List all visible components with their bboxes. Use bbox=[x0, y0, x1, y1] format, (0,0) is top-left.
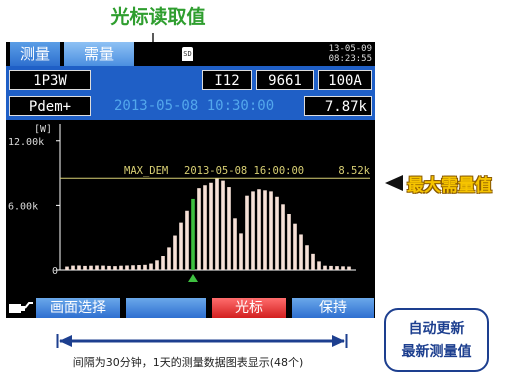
cursor-datetime: 2013-05-08 10:30:00 bbox=[114, 98, 275, 114]
clock-time: 08:23:55 bbox=[328, 54, 372, 64]
tab-measure[interactable]: 测量 bbox=[10, 42, 60, 66]
demand-bar bbox=[269, 191, 273, 270]
y-tick-label: 0 bbox=[52, 266, 58, 277]
demand-bar bbox=[335, 266, 339, 270]
demand-bar bbox=[227, 187, 231, 270]
max-demand-label: MAX_DEM bbox=[124, 165, 168, 177]
demand-bar bbox=[173, 235, 177, 270]
demand-bar bbox=[275, 196, 279, 270]
demand-bar bbox=[143, 264, 147, 270]
demand-bar bbox=[131, 265, 135, 270]
hold-softkey[interactable]: 保持 bbox=[292, 298, 374, 318]
demand-bar bbox=[311, 253, 315, 270]
demand-bar bbox=[179, 222, 183, 270]
cursor-read-callout: 光标读取值 bbox=[110, 6, 206, 28]
cursor-softkey[interactable]: 光标 bbox=[212, 298, 286, 318]
interval-box: I12 bbox=[202, 70, 252, 90]
demand-bar bbox=[347, 266, 351, 270]
demand-bar bbox=[101, 265, 105, 270]
auto-update-line-1: 自动更新 bbox=[408, 321, 465, 337]
demand-bar bbox=[137, 265, 141, 270]
count-box: 9661 bbox=[256, 70, 314, 90]
instrument-screen: 测量 需量 SD 13-05-09 08:23:55 1P3W Pdem+ I1… bbox=[6, 42, 375, 318]
demand-bar bbox=[257, 189, 261, 270]
cursor-bar bbox=[191, 198, 195, 270]
demand-bar bbox=[299, 234, 303, 270]
cursor-marker-icon bbox=[188, 274, 198, 282]
sd-card-icon: SD bbox=[182, 47, 193, 61]
clock-date: 13-05-09 bbox=[328, 44, 372, 54]
info-band: 1P3W Pdem+ I12 9661 100A 2013-05-08 10:3… bbox=[6, 66, 375, 120]
demand-bar bbox=[203, 185, 207, 270]
demand-bar bbox=[161, 256, 165, 270]
demand-bar bbox=[89, 265, 93, 270]
demand-bar bbox=[167, 247, 171, 270]
y-tick-label: 6.00k bbox=[8, 201, 38, 212]
demand-bar bbox=[329, 265, 333, 270]
demand-bar bbox=[125, 265, 129, 270]
demand-bar bbox=[305, 245, 309, 270]
demand-bar bbox=[281, 204, 285, 270]
interval-caption: 间隔为30分钟，1天的测量数据图表显示(48个) bbox=[72, 356, 304, 369]
demand-bar bbox=[239, 233, 243, 270]
demand-bar bbox=[65, 266, 69, 270]
demand-bar bbox=[317, 261, 321, 270]
auto-update-callout: 自动更新 最新测量值 bbox=[384, 308, 489, 372]
screen-select-softkey[interactable]: 画面选择 bbox=[36, 298, 120, 318]
demand-bar bbox=[77, 265, 81, 270]
max-demand-datetime: 2013-05-08 16:00:00 bbox=[184, 165, 304, 177]
demand-bar bbox=[113, 266, 117, 270]
demand-bar bbox=[341, 266, 345, 270]
demand-bar bbox=[71, 265, 75, 270]
demand-bar bbox=[197, 188, 201, 270]
mode-box: Pdem+ bbox=[9, 96, 91, 116]
tab-demand[interactable]: 需量 bbox=[64, 42, 134, 66]
demand-bar bbox=[95, 265, 99, 270]
softkey-bar: 画面选择 光标 保持 bbox=[6, 297, 375, 318]
blank-softkey[interactable] bbox=[126, 298, 206, 318]
demand-bar bbox=[155, 260, 159, 270]
demand-bar bbox=[263, 190, 267, 270]
wiring-box: 1P3W bbox=[9, 70, 91, 90]
demand-chart: [W] 12.00k 6.00k 0 MAX_DEM 2013-05-08 16:00:0… bbox=[8, 124, 371, 282]
interval-span-arrow-icon bbox=[56, 334, 348, 348]
demand-bar bbox=[107, 265, 111, 270]
demand-bar bbox=[233, 218, 237, 270]
usb-icon bbox=[9, 302, 33, 313]
demand-bar bbox=[215, 178, 219, 270]
max-demand-value: 8.52k bbox=[338, 165, 370, 177]
demand-bar bbox=[251, 191, 255, 270]
range-box: 100A bbox=[318, 70, 372, 90]
demand-bar bbox=[185, 210, 189, 270]
y-unit-label: [W] bbox=[34, 124, 52, 135]
demand-bar bbox=[245, 195, 249, 270]
demand-bar bbox=[119, 265, 123, 270]
demand-bar bbox=[287, 214, 291, 270]
y-tick-label: 12.00k bbox=[8, 137, 44, 148]
cursor-value-box: 7.87k bbox=[304, 96, 372, 116]
max-callout-arrow-icon bbox=[385, 175, 403, 191]
demand-bar bbox=[83, 265, 87, 270]
demand-bar bbox=[209, 182, 213, 270]
demand-bar bbox=[221, 180, 225, 270]
demand-bar bbox=[149, 263, 153, 270]
demand-bar bbox=[323, 265, 327, 270]
auto-update-line-2: 最新测量值 bbox=[401, 344, 472, 360]
demand-bar bbox=[293, 223, 297, 270]
max-demand-callout: 最大需量值 bbox=[407, 176, 492, 196]
